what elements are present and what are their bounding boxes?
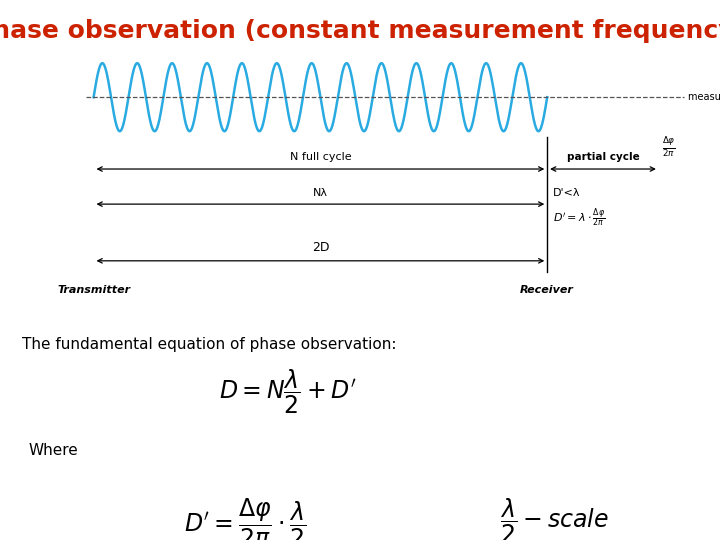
Text: Receiver: Receiver xyxy=(521,285,574,295)
Text: N full cycle: N full cycle xyxy=(289,152,351,162)
Text: The fundamental equation of phase observation:: The fundamental equation of phase observ… xyxy=(22,338,396,353)
Text: $D'=\lambda\cdot\frac{\Delta\varphi}{2\pi}$: $D'=\lambda\cdot\frac{\Delta\varphi}{2\p… xyxy=(553,206,606,229)
Text: $D' = \dfrac{\Delta\varphi}{2\pi} \cdot \dfrac{\lambda}{2}$: $D' = \dfrac{\Delta\varphi}{2\pi} \cdot … xyxy=(184,497,306,540)
Text: 2D: 2D xyxy=(312,241,329,254)
Text: Transmitter: Transmitter xyxy=(57,285,130,295)
Text: Nλ: Nλ xyxy=(313,187,328,198)
Text: partial cycle: partial cycle xyxy=(567,152,639,162)
Text: D'<λ: D'<λ xyxy=(553,187,580,198)
Text: $\dfrac{\lambda}{2} - \mathit{scale}$: $\dfrac{\lambda}{2} - \mathit{scale}$ xyxy=(500,497,609,540)
Text: Phase observation (constant measurement frequency): Phase observation (constant measurement … xyxy=(0,19,720,43)
Text: measurement signal: measurement signal xyxy=(688,92,720,102)
Text: $D = N\dfrac{\lambda}{2} + D'$: $D = N\dfrac{\lambda}{2} + D'$ xyxy=(219,367,357,416)
Text: Where: Where xyxy=(29,443,78,458)
Text: $\frac{\Delta\varphi}{2\pi}$: $\frac{\Delta\varphi}{2\pi}$ xyxy=(662,137,675,160)
